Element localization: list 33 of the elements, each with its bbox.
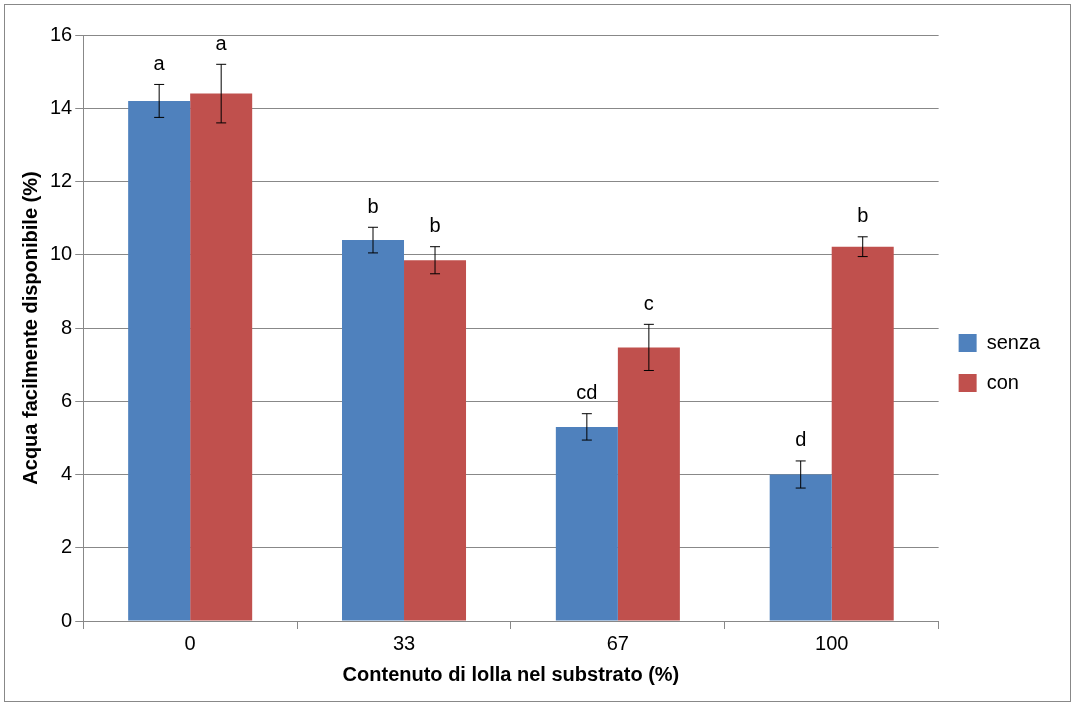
y-tick-label: 0: [61, 608, 73, 631]
bar: [555, 426, 618, 621]
legend-label: con: [986, 370, 1019, 393]
data-label: c: [643, 291, 654, 314]
y-tick-label: 4: [61, 462, 73, 485]
y-tick-label: 16: [50, 22, 73, 45]
y-tick-label: 2: [61, 535, 73, 558]
data-label: a: [215, 31, 228, 54]
data-label: b: [857, 204, 869, 227]
bar: [617, 347, 680, 621]
x-axis-title: Contenuto di lolla nel substrato (%): [342, 662, 680, 685]
bar: [190, 93, 253, 621]
x-tick-label: 33: [392, 631, 416, 654]
bar: [128, 100, 191, 621]
y-tick-label: 10: [50, 242, 73, 265]
y-axis-title: Acqua facilmente disponibile (%): [18, 171, 41, 485]
y-tick-label: 6: [61, 388, 73, 411]
bar: [342, 240, 405, 621]
data-label: b: [367, 194, 379, 217]
data-label: cd: [576, 381, 598, 404]
x-tick-label: 67: [606, 631, 629, 654]
x-tick-label: 0: [184, 631, 196, 654]
y-tick-label: 8: [61, 315, 73, 338]
bar: [831, 246, 894, 621]
y-tick-label: 14: [50, 95, 73, 118]
legend-label: senza: [986, 330, 1041, 353]
data-label: b: [429, 214, 441, 237]
data-label: a: [153, 51, 166, 74]
bar: [404, 260, 467, 621]
x-tick-label: 100: [815, 631, 849, 654]
y-tick-label: 12: [50, 169, 73, 192]
data-label: d: [795, 428, 807, 451]
bar: [769, 474, 832, 621]
